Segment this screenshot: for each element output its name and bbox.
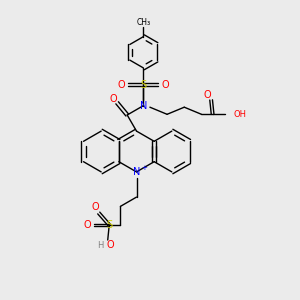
Text: CH₃: CH₃ [136,18,150,27]
Text: +: + [142,165,148,171]
Text: O: O [92,202,100,212]
Text: O: O [110,94,117,104]
Text: OH: OH [233,110,246,119]
Text: H: H [97,241,104,250]
Text: N: N [140,101,147,111]
Text: O: O [83,220,91,230]
Text: S: S [106,220,112,230]
Text: S: S [140,80,146,90]
Text: O: O [118,80,125,90]
Text: N: N [133,167,140,177]
Text: O: O [106,240,114,250]
Text: O: O [204,89,211,100]
Text: O: O [161,80,169,90]
